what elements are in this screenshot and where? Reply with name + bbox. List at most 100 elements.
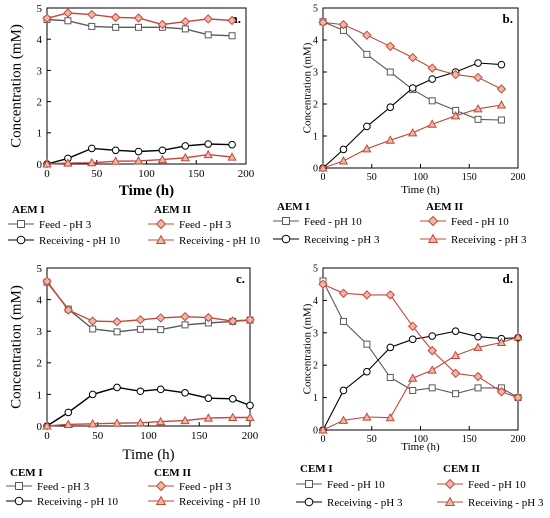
series-line [322, 21, 502, 121]
legend-marker [304, 497, 314, 507]
data-point [407, 321, 418, 332]
data-point [203, 14, 213, 24]
data-point [156, 416, 166, 426]
data-point [386, 68, 394, 76]
y-tick-label: 3 [37, 65, 43, 77]
data-point [88, 390, 97, 399]
y-tick-label: 2 [313, 100, 318, 111]
legend-group-title: CEM I [300, 463, 333, 475]
series-diamond [318, 17, 507, 94]
legend-marker [16, 235, 26, 245]
x-tick-label: 200 [511, 434, 526, 445]
legend-marker [15, 482, 23, 490]
data-point [135, 418, 146, 427]
data-point [181, 321, 189, 329]
legend-entry: Receiving - pH 3 [468, 497, 544, 509]
chart-panel-b: 0 50 100 150 200 0 1 2 3 4 5 Time (h) Concentration … [273, 4, 527, 246]
data-point [88, 418, 98, 428]
x-tick-label: 50 [91, 168, 103, 180]
data-point [87, 144, 96, 153]
legend-marker [155, 234, 167, 244]
data-point [362, 290, 372, 300]
data-point [408, 84, 417, 92]
data-point [112, 23, 120, 31]
data-point [227, 15, 237, 26]
data-point [450, 111, 461, 120]
series-line [46, 281, 251, 333]
data-point [407, 52, 418, 63]
series-line [322, 330, 519, 431]
series-circle [319, 327, 522, 434]
legend-entry: Receiving - pH 10 [39, 235, 120, 247]
data-point [133, 156, 144, 165]
legend-marker [305, 480, 313, 488]
series-line [322, 336, 519, 431]
y-tick-label: 2 [37, 358, 43, 370]
legend-entry: Receiving - pH 3 [451, 234, 527, 246]
legend-marker [281, 234, 291, 244]
data-point [228, 140, 236, 149]
data-point [203, 149, 213, 159]
legend-entry: Feed - pH 10 [468, 479, 526, 491]
data-point [228, 395, 237, 403]
data-point [318, 17, 328, 28]
x-axis-label: Time (h) [122, 447, 174, 463]
data-point [451, 327, 460, 335]
data-point [363, 122, 371, 131]
x-tick-label: 50 [367, 172, 377, 183]
data-point [427, 345, 437, 356]
data-point [497, 60, 506, 69]
y-tick-label: 3 [313, 328, 318, 339]
data-point [496, 387, 507, 397]
data-point [450, 368, 461, 379]
legend-marker [155, 480, 167, 492]
legend-group-title: AEM I [277, 201, 310, 213]
data-point [157, 326, 165, 334]
y-tick-label: 4 [37, 34, 43, 46]
data-point [111, 146, 120, 155]
x-tick-label: 150 [191, 430, 208, 442]
data-point [338, 288, 349, 298]
data-point [88, 22, 96, 30]
data-point [134, 147, 143, 156]
legend-entry: Feed - pH 3 [39, 219, 92, 231]
data-point [339, 386, 348, 395]
data-point [112, 418, 122, 427]
legend-group-title: CEM I [10, 467, 43, 479]
legend: AEM I Feed - pH 10 Receiving - pH 3 AEM II F… [273, 201, 527, 246]
data-point [63, 305, 74, 315]
data-point [450, 350, 461, 360]
legend-entry: Feed - pH 10 [451, 216, 509, 228]
legend-marker [17, 220, 25, 228]
data-point [112, 317, 122, 327]
data-point [113, 328, 121, 336]
x-tick-label: 150 [188, 168, 205, 180]
data-point [110, 12, 121, 23]
series-line [322, 280, 519, 399]
data-point [338, 19, 349, 30]
data-point [386, 103, 395, 111]
data-point [427, 119, 437, 128]
y-tick-label: 0 [313, 164, 318, 175]
data-point [135, 315, 146, 325]
data-point [133, 13, 144, 23]
data-point [204, 31, 212, 39]
x-tick-label: 150 [462, 434, 477, 445]
data-point [180, 311, 190, 322]
data-point [111, 156, 121, 165]
y-tick-label: 1 [313, 393, 318, 404]
data-point [136, 325, 144, 333]
data-point [64, 408, 73, 417]
legend-marker [427, 233, 439, 243]
plot-frame [322, 267, 519, 431]
x-tick-label: 50 [367, 434, 377, 445]
data-point [496, 100, 507, 109]
legend-group-title: AEM II [154, 204, 191, 216]
x-axis-label: Time (h) [401, 184, 440, 196]
data-point [428, 97, 436, 105]
legend-entry: Feed - pH 3 [37, 481, 90, 493]
legend: CEM I Feed - pH 10 Receiving - pH 3 CEM II F… [296, 463, 544, 509]
x-tick-label: 100 [138, 168, 155, 180]
data-point [339, 145, 348, 154]
